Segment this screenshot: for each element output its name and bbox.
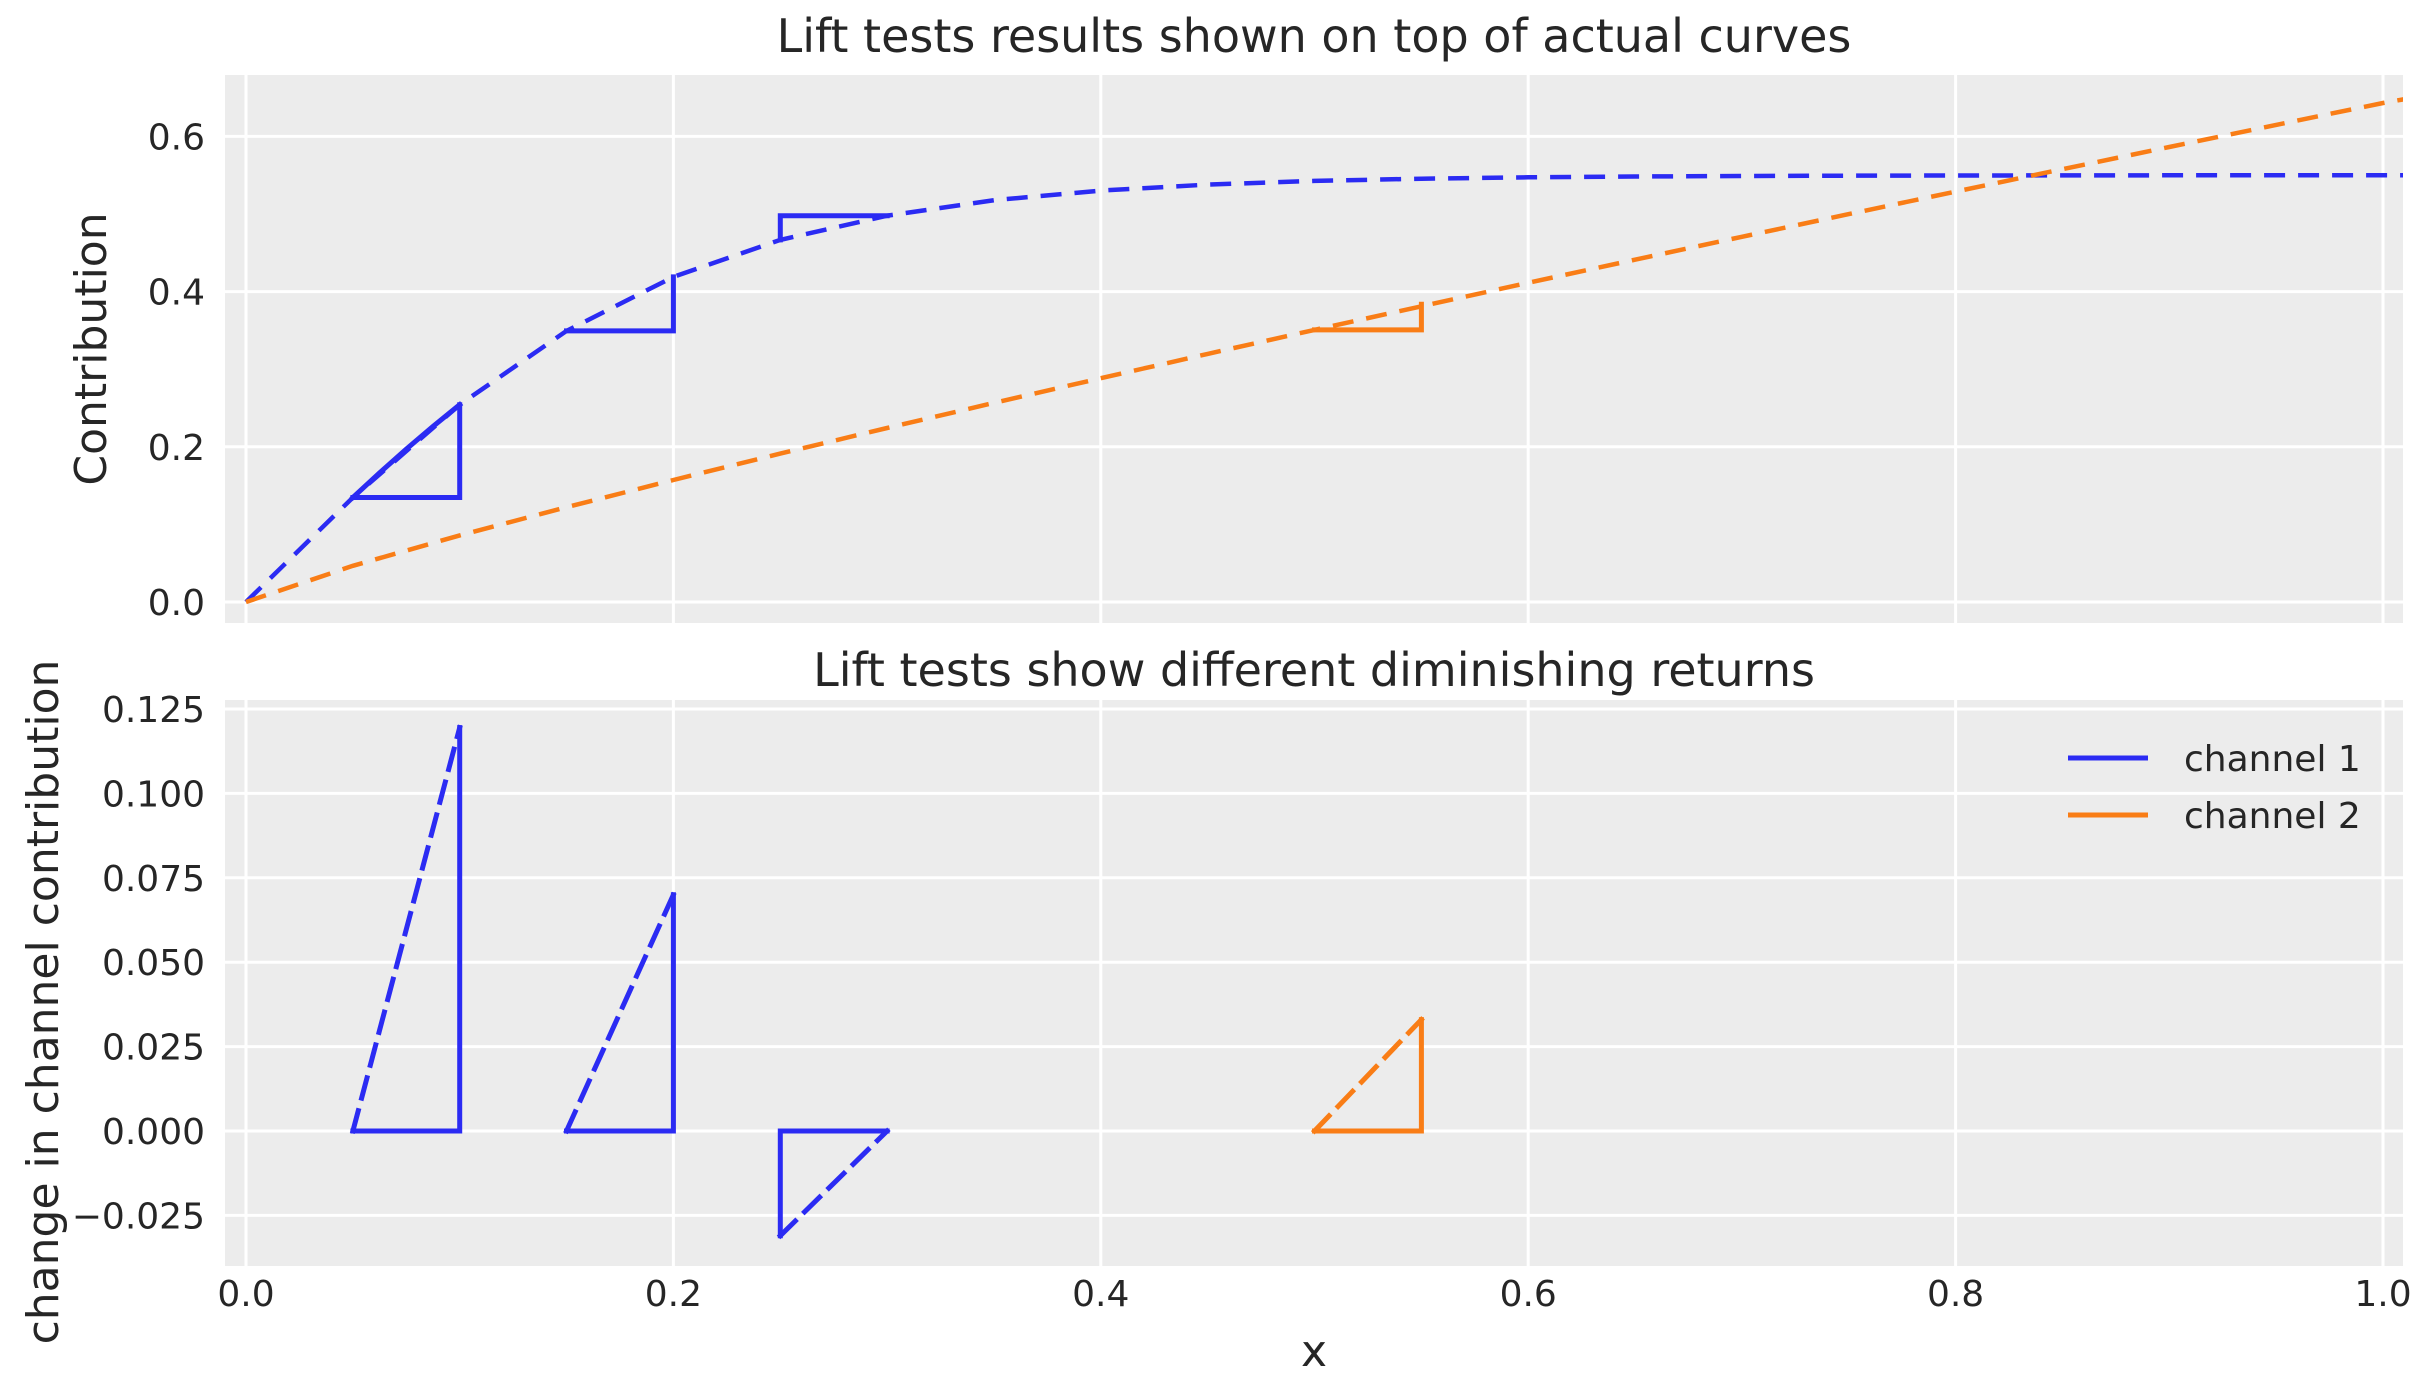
legend-label-channel-1: channel 1 bbox=[2184, 739, 2361, 780]
bottom-y-tick-labels: −0.025 0.000 0.025 0.050 0.075 0.100 0.125 bbox=[72, 690, 205, 1237]
top-gridlines bbox=[225, 75, 2403, 623]
channel-2-curve bbox=[245, 97, 2403, 605]
lift-test-marker bbox=[349, 401, 464, 502]
bottom-y-axis-label: change in channel contribution bbox=[18, 660, 69, 1345]
bottom-title: Lift tests show different diminishing re… bbox=[813, 643, 1815, 697]
x-tick-label: 0.2 bbox=[645, 1274, 702, 1315]
lift-test-marker bbox=[1312, 301, 1424, 333]
top-y-tick-labels: 0.0 0.2 0.4 0.6 bbox=[148, 117, 205, 624]
lift-test-marker bbox=[1312, 1017, 1424, 1134]
y-tick-label: 0.2 bbox=[148, 428, 205, 469]
y-tick-label: 0.050 bbox=[102, 943, 205, 984]
lift-test-marker bbox=[564, 274, 676, 334]
top-lift-test-markers bbox=[349, 213, 1424, 502]
lift-test-marker bbox=[776, 1127, 891, 1240]
lift-test-marker bbox=[350, 402, 463, 500]
x-tick-label: 0.0 bbox=[217, 1274, 274, 1315]
y-tick-label: −0.025 bbox=[72, 1196, 205, 1237]
top-plot-area bbox=[225, 75, 2403, 623]
y-tick-label: 0.6 bbox=[148, 117, 205, 158]
lift-test-marker bbox=[564, 892, 676, 1134]
legend: channel 1 channel 2 bbox=[2068, 739, 2361, 837]
y-tick-label: 0.4 bbox=[148, 273, 205, 314]
top-y-axis-label: Contribution bbox=[66, 212, 117, 485]
bottom-subplot: −0.025 0.000 0.025 0.050 0.075 0.100 0.125 0.0… bbox=[18, 643, 2412, 1377]
top-title: Lift tests results shown on top of actua… bbox=[777, 9, 1852, 63]
lift-test-marker bbox=[777, 1128, 890, 1239]
y-tick-label: 0.075 bbox=[102, 859, 205, 900]
bottom-lift-test-markers bbox=[349, 724, 1425, 1240]
x-axis-label: x bbox=[1301, 1326, 1327, 1377]
legend-label-channel-2: channel 2 bbox=[2184, 796, 2361, 837]
y-tick-label: 0.125 bbox=[102, 690, 205, 731]
channel-1-curve bbox=[244, 172, 2403, 604]
x-tick-labels: 0.0 0.2 0.4 0.6 0.8 1.0 bbox=[217, 1274, 2411, 1315]
bottom-axes-background bbox=[225, 700, 2403, 1266]
lift-test-marker bbox=[563, 891, 677, 1135]
bottom-gridlines bbox=[225, 700, 2403, 1266]
lift-test-marker bbox=[349, 724, 463, 1135]
y-tick-label: 0.0 bbox=[148, 583, 205, 624]
lift-test-marker bbox=[1310, 1016, 1425, 1135]
y-tick-label: 0.100 bbox=[102, 774, 205, 815]
lift-test-marker bbox=[777, 213, 890, 243]
y-tick-label: 0.000 bbox=[102, 1112, 205, 1153]
top-curves bbox=[244, 97, 2403, 605]
bottom-plot-area bbox=[225, 700, 2403, 1266]
x-tick-label: 1.0 bbox=[2354, 1274, 2411, 1315]
lift-test-marker bbox=[350, 725, 463, 1134]
x-tick-label: 0.4 bbox=[1072, 1274, 1129, 1315]
x-tick-label: 0.8 bbox=[1927, 1274, 1984, 1315]
top-subplot: 0.0 0.2 0.4 0.6 Lift tests results shown on… bbox=[66, 9, 2403, 624]
x-tick-label: 0.6 bbox=[1500, 1274, 1557, 1315]
y-tick-label: 0.025 bbox=[102, 1028, 205, 1069]
top-axes-background bbox=[225, 75, 2403, 623]
